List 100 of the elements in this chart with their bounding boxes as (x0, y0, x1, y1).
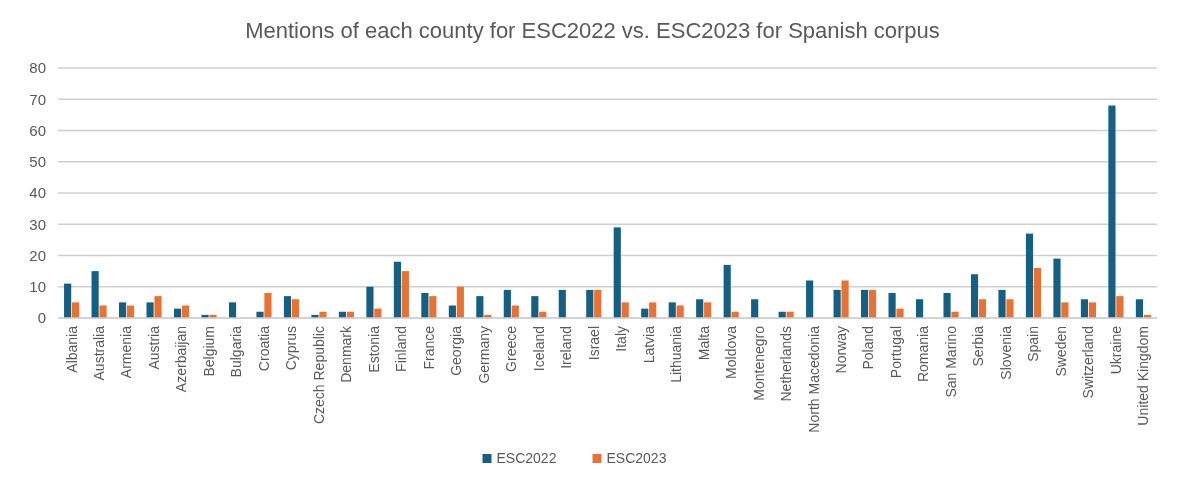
x-tick-label: Georgia (448, 325, 465, 376)
x-tick-label: Albania (63, 325, 80, 373)
bar (421, 293, 429, 318)
y-tick-label: 50 (29, 153, 46, 170)
bar (264, 293, 272, 318)
x-tick-label: Germany (475, 326, 492, 384)
bar (841, 280, 849, 318)
x-tick-label: Ukraine (1107, 325, 1124, 375)
bar (99, 305, 107, 318)
y-tick-label: 20 (29, 246, 46, 264)
x-tick-label: Estonia (365, 325, 382, 373)
bar (429, 296, 437, 318)
y-tick-label: 80 (29, 59, 46, 77)
bar (806, 280, 814, 318)
bar (888, 293, 896, 318)
bar (456, 286, 464, 318)
x-tick-label: Finland (393, 326, 410, 372)
bar (586, 289, 594, 318)
y-tick-label: 30 (29, 215, 46, 233)
x-tick-label: Italy (613, 326, 630, 352)
bar (119, 302, 127, 318)
y-tick-label: 10 (29, 278, 46, 295)
bar (696, 299, 704, 318)
bar (1053, 258, 1061, 318)
x-tick-label: Malta (695, 325, 712, 361)
bar (228, 302, 237, 318)
x-tick-label: Croatia (255, 325, 272, 372)
legend-label: ESC2023 (606, 450, 667, 466)
bar (291, 299, 300, 318)
bar (1088, 302, 1096, 318)
bar (1033, 268, 1042, 318)
bar (401, 271, 409, 318)
x-tick-label: North Macedonia (805, 325, 822, 433)
x-tick-label: Belgium (200, 326, 217, 377)
bar (1006, 299, 1014, 318)
x-tick-label: Greece (503, 325, 520, 372)
bar (531, 296, 539, 318)
bar (393, 261, 401, 318)
bar (1135, 299, 1143, 318)
x-tick-label: Moldova (723, 325, 740, 379)
x-tick-label: Ireland (558, 326, 575, 369)
bar (943, 293, 951, 318)
bar (154, 296, 162, 318)
x-tick-label: Sweden (1052, 326, 1069, 377)
x-tick-label: Slovenia (997, 325, 1014, 380)
bar (1108, 105, 1116, 318)
bar (1116, 296, 1124, 318)
bar (751, 299, 759, 318)
x-tick-label: Portugal (887, 326, 904, 379)
bar (896, 308, 904, 318)
x-tick-label: Czech Republic (310, 326, 327, 425)
x-tick-label: Netherlands (778, 326, 795, 402)
bar (146, 302, 154, 318)
x-tick-label: United Kingdom (1135, 326, 1152, 426)
bar (1080, 299, 1089, 318)
y-tick-label: 0 (37, 309, 46, 327)
x-tick-label: Spain (1025, 326, 1042, 362)
chart-title: Mentions of each county for ESC2022 vs. ESC2023 for Spanish corpus (245, 18, 940, 43)
y-tick-label: 40 (29, 184, 46, 202)
bar (868, 289, 877, 318)
bar (649, 302, 657, 318)
bar (283, 296, 292, 318)
x-tick-label: Latvia (640, 325, 657, 364)
bar (503, 289, 511, 318)
bar (91, 271, 99, 318)
x-tick-label: Israel (585, 326, 602, 361)
x-tick-label: Iceland (530, 326, 547, 372)
bar (978, 299, 987, 318)
bar (668, 302, 676, 318)
bar (64, 283, 72, 318)
x-tick-label: Serbia (970, 325, 987, 367)
bar (861, 289, 869, 318)
x-tick-label: Norway (833, 326, 849, 374)
x-tick-label: Denmark (338, 325, 355, 383)
bar (833, 289, 841, 318)
bar (1061, 302, 1069, 318)
x-tick-label: San Marino (942, 325, 959, 398)
x-tick-label: Poland (860, 326, 877, 370)
x-tick-label: Azerbaijan (173, 326, 190, 393)
bar (476, 296, 484, 318)
bar (594, 289, 602, 318)
bar (613, 227, 621, 318)
bar (723, 264, 731, 318)
bar (621, 302, 629, 318)
bar (998, 289, 1006, 318)
x-tick-label: Romania (915, 325, 932, 383)
x-tick-label: Lithuania (668, 325, 685, 383)
bar (72, 302, 80, 318)
x-tick-label: Bulgaria (228, 325, 245, 378)
bar (704, 302, 712, 318)
bar (970, 274, 979, 318)
bar (915, 299, 924, 318)
x-tick-label: France (420, 325, 437, 370)
x-tick-label: Armenia (118, 325, 135, 379)
bar (558, 289, 566, 318)
y-tick-label: 60 (29, 121, 46, 139)
x-tick-label: Australia (90, 325, 107, 381)
bar (1025, 233, 1034, 318)
x-tick-label: Switzerland (1080, 326, 1097, 399)
y-tick-label: 70 (29, 90, 46, 108)
